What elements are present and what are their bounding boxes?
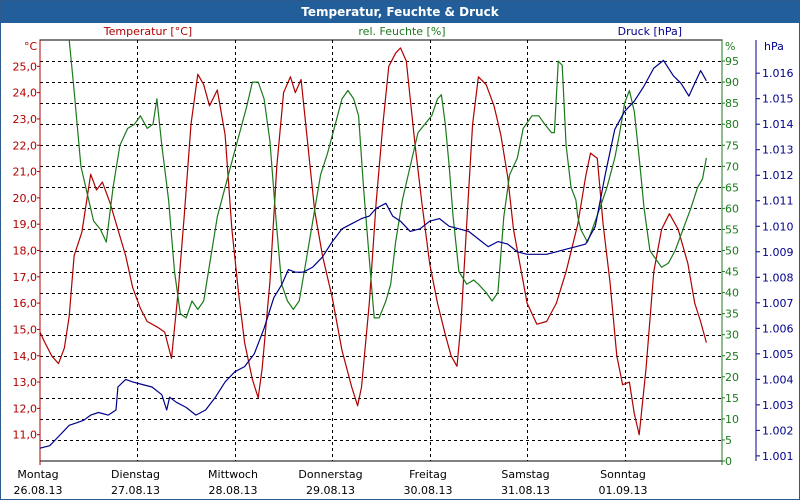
humidity-tick-label: 90 [725,76,739,89]
chart-grid [39,39,723,462]
humidity-tick-label: 15 [725,392,739,405]
humidity-tick-label: 5 [725,434,732,447]
pressure-tick-label: 1.005 [762,348,794,361]
humidity-tick-label: 95 [725,55,739,68]
x-day-label: Dienstag [111,468,160,481]
humidity-tick-label: 30 [725,329,739,342]
temperature-tick-label: 13,0 [13,376,38,389]
humidity-tick-label: 45 [725,266,739,279]
temperature-tick-label: 17,0 [13,271,38,284]
pressure-tick-label: 1.004 [762,373,794,386]
humidity-tick-label: 60 [725,202,739,215]
temperature-tick-label: 22,0 [13,139,38,152]
pressure-tick-label: 1.012 [762,169,794,182]
temperature-tick-label: 19,0 [13,218,38,231]
humidity-tick-label: 0 [725,455,732,468]
pressure-tick-label: 1.010 [762,220,794,233]
temperature-tick-label: 21,0 [13,166,38,179]
pressure-tick-label: 1.016 [762,67,794,80]
x-day-label: Mittwoch [208,468,258,481]
humidity-tick-label: 65 [725,181,739,194]
x-date-label: 01.09.13 [599,484,648,497]
humidity-tick-label: 80 [725,118,739,131]
temperature-tick-label: 12,0 [13,402,38,415]
pressure-tick-label: 1.001 [762,450,794,463]
pressure-tick-label: 1.002 [762,424,794,437]
x-date-label: 31.08.13 [501,484,550,497]
temperature-tick-label: 23,0 [13,113,38,126]
pressure-tick-label: 1.009 [762,246,794,259]
pressure-tick-label: 1.015 [762,93,794,106]
humidity-tick-label: 85 [725,97,739,110]
pressure-tick-label: 1.011 [762,195,794,208]
x-date-label: 28.08.13 [209,484,258,497]
temperature-tick-label: 20,0 [13,192,38,205]
humidity-tick-label: 35 [725,308,739,321]
humidity-tick-label: 70 [725,160,739,173]
x-day-label: Freitag [409,468,447,481]
pressure-tick-label: 1.007 [762,297,794,310]
x-date-label: 27.08.13 [111,484,160,497]
humidity-tick-label: 40 [725,287,739,300]
x-date-label: 26.08.13 [14,484,63,497]
temperature-tick-label: 25,0 [13,60,38,73]
window-title: Temperatur, Feuchte & Druck [1,1,799,23]
temperature-tick-label: 24,0 [13,87,38,100]
temperature-tick-label: 16,0 [13,297,38,310]
humidity-tick-label: 75 [725,139,739,152]
temperature-series-name: Temperatur [°C] [103,25,192,38]
pressure-tick-label: 1.006 [762,322,794,335]
chart-labels: 11,0 12,0 13,0 14,0 15,0 16,0 17,0 18,0 19,0 20,0… [13,25,794,497]
humidity-tick-label: 25 [725,350,739,363]
x-day-label: Montag [17,468,58,481]
x-day-label: Sonntag [600,468,646,481]
humidity-unit: % [725,40,735,53]
x-date-label: 29.08.13 [306,484,355,497]
humidity-series-line [68,39,707,319]
chart-axes [37,40,760,465]
pressure-tick-label: 1.014 [762,118,794,131]
x-day-label: Samstag [501,468,549,481]
pressure-series-name: Druck [hPa] [618,25,682,38]
pressure-series-line [39,59,707,449]
temperature-tick-label: 11,0 [13,429,38,442]
pressure-tick-label: 1.013 [762,144,794,157]
temperature-series-line [39,47,707,436]
humidity-tick-label: 10 [725,413,739,426]
humidity-tick-label: 20 [725,371,739,384]
pressure-tick-label: 1.008 [762,271,794,284]
temperature-unit: °C [24,40,38,53]
temperature-tick-label: 18,0 [13,245,38,258]
chart-series [39,39,707,449]
humidity-tick-label: 50 [725,245,739,258]
x-date-label: 30.08.13 [404,484,453,497]
x-day-label: Donnerstag [298,468,362,481]
humidity-tick-label: 55 [725,223,739,236]
humidity-series-name: rel. Feuchte [%] [358,25,445,38]
pressure-tick-label: 1.003 [762,399,794,412]
temperature-tick-label: 14,0 [13,350,38,363]
pressure-unit: hPa [764,40,784,53]
temperature-tick-label: 15,0 [13,323,38,336]
